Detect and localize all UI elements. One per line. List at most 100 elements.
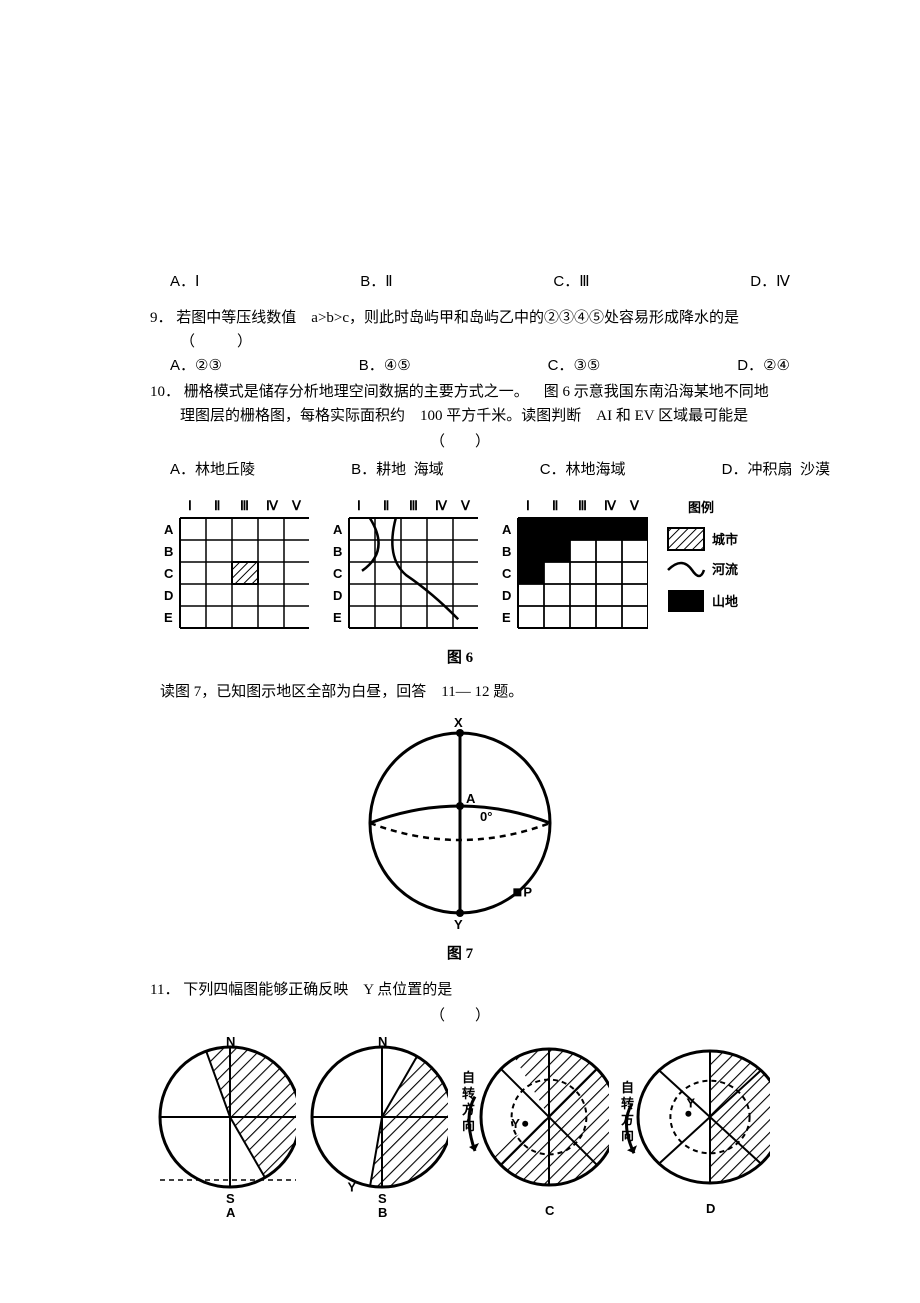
svg-text:P: P: [523, 884, 532, 899]
q9-num: 9．: [150, 310, 173, 326]
svg-text:自: 自: [462, 1070, 475, 1085]
fig7-globe: XA0°PY: [345, 708, 575, 938]
q8-options: A．Ⅰ B．Ⅱ C．Ⅲ D．Ⅳ: [170, 270, 790, 294]
q10-l2a: 理图层的栅格图，每格实际面积约: [180, 408, 405, 424]
svg-text:Ⅴ: Ⅴ: [629, 498, 640, 513]
svg-text:向: 向: [462, 1118, 475, 1133]
q9-options: A．②③ B．④⑤ C．③⑤ D．②④: [170, 354, 790, 378]
svg-text:C: C: [333, 566, 343, 581]
svg-text:Ⅱ: Ⅱ: [383, 498, 389, 513]
svg-text:E: E: [164, 610, 173, 625]
q8-c-text: Ⅲ: [579, 274, 589, 290]
q10-opt-c: C．林地海域: [540, 458, 626, 482]
page: A．Ⅰ B．Ⅱ C．Ⅲ D．Ⅳ 9． 若图中等压线数值 a>b>c，则此时岛屿甲…: [0, 0, 920, 1303]
q10-a-text: 林地丘陵: [195, 462, 255, 478]
svg-text:山地: 山地: [712, 594, 738, 609]
q11-panel-a: NSA: [150, 1032, 296, 1222]
svg-text:自: 自: [621, 1080, 634, 1095]
q9-opt-d: D．②④: [737, 354, 790, 378]
svg-text:B: B: [502, 544, 511, 559]
q10-l1b: 图 6 示意我国东南沿海某地不同地: [544, 384, 769, 400]
q10-opt-b: B．耕地 海域: [351, 458, 444, 482]
q8-opt-b: B．Ⅱ: [360, 270, 392, 294]
svg-text:E: E: [333, 610, 342, 625]
intro7-b: 11— 12 题。: [441, 684, 523, 700]
q8-b-text: Ⅱ: [385, 274, 392, 290]
fig6-grid3: ⅠⅡⅢⅣⅤABCDE: [488, 490, 647, 640]
q11-text-a: 下列四幅图能够正确反映: [183, 982, 348, 998]
intro-11-12: 读图 7，已知图示地区全部为白昼，回答 11— 12 题。: [160, 680, 770, 704]
q10-options: A．林地丘陵 B．耕地 海域 C．林地海域 D．冲积扇 沙漠: [170, 458, 830, 482]
svg-text:B: B: [164, 544, 173, 559]
svg-text:Ⅴ: Ⅴ: [291, 498, 302, 513]
svg-text:S: S: [226, 1191, 235, 1206]
q9-b-text: ④⑤: [384, 358, 411, 374]
q11-num: 11．: [150, 982, 179, 998]
q10-opt-a: A．林地丘陵: [170, 458, 255, 482]
svg-text:A: A: [164, 522, 174, 537]
svg-text:Y: Y: [347, 1180, 356, 1195]
fig7-caption: 图 7: [150, 942, 770, 966]
q9-c-text: ③⑤: [573, 358, 600, 374]
q9-opt-b: B．④⑤: [359, 354, 411, 378]
q11-text-b: Y 点位置的是: [363, 982, 452, 998]
svg-text:转: 转: [462, 1086, 475, 1101]
svg-text:Y: Y: [511, 1116, 520, 1131]
svg-text:Ⅱ: Ⅱ: [214, 498, 220, 513]
svg-text:Ⅳ: Ⅳ: [266, 498, 279, 513]
svg-text:城市: 城市: [712, 532, 738, 547]
q9-paren: （ ）: [180, 330, 770, 354]
q11-panels: NSA YNSB Y自转方向C Y自转方向D: [150, 1032, 770, 1222]
svg-text:Ⅳ: Ⅳ: [435, 498, 448, 513]
svg-text:C: C: [502, 566, 512, 581]
svg-text:Ⅰ: Ⅰ: [526, 498, 530, 513]
q10-d1: 冲积扇: [747, 462, 792, 478]
svg-text:B: B: [378, 1205, 387, 1220]
svg-text:X: X: [454, 715, 463, 730]
svg-text:C: C: [164, 566, 174, 581]
q10-l2c: AI 和 EV 区域最可能是: [596, 408, 748, 424]
q10-b1: 耕地: [376, 462, 406, 478]
svg-text:D: D: [164, 588, 173, 603]
fig6-grid1: Ⅰ Ⅱ Ⅲ ⅣⅤ ABCDE: [150, 490, 309, 640]
q8-opt-d: D．Ⅳ: [750, 270, 790, 294]
q10-paren: （ ）: [150, 430, 770, 454]
svg-text:Ⅰ: Ⅰ: [357, 498, 361, 513]
q11-panel-c: Y自转方向C: [454, 1032, 609, 1222]
svg-text:Ⅰ: Ⅰ: [188, 498, 192, 513]
q10-num: 10．: [150, 384, 180, 400]
q9-text-b: a>b>c，则此时岛屿甲和岛屿乙中的②③④⑤处容易形成降水的是: [311, 310, 739, 326]
q9-d-text: ②④: [763, 358, 790, 374]
q9-opt-a: A．②③: [170, 354, 222, 378]
svg-text:A: A: [502, 522, 512, 537]
q10-l2b: 100 平方千米。读图判断: [420, 408, 581, 424]
svg-text:图例: 图例: [688, 500, 714, 515]
q11-paren: （ ）: [150, 1004, 770, 1028]
svg-text:Ⅴ: Ⅴ: [460, 498, 471, 513]
svg-text:Ⅲ: Ⅲ: [578, 498, 587, 513]
svg-text:方: 方: [621, 1112, 634, 1127]
svg-text:D: D: [333, 588, 342, 603]
svg-text:Y: Y: [686, 1096, 695, 1111]
svg-text:Ⅱ: Ⅱ: [552, 498, 558, 513]
q10-line2: 理图层的栅格图，每格实际面积约 100 平方千米。读图判断 AI 和 EV 区域…: [180, 404, 770, 428]
q9-opt-c: C．③⑤: [548, 354, 601, 378]
svg-text:D: D: [502, 588, 511, 603]
svg-text:E: E: [502, 610, 511, 625]
fig6-caption: 图 6: [150, 646, 770, 670]
q8-d-text: Ⅳ: [776, 274, 790, 290]
q9: 9． 若图中等压线数值 a>b>c，则此时岛屿甲和岛屿乙中的②③④⑤处容易形成降…: [150, 306, 770, 378]
svg-text:D: D: [706, 1201, 715, 1216]
q10-l1a: 栅格模式是储存分析地理空间数据的主要方式之一。: [184, 384, 529, 400]
svg-text:Ⅲ: Ⅲ: [409, 498, 418, 513]
q11-panel-d: Y自转方向D: [615, 1032, 770, 1222]
fig7-wrap: XA0°PY 图 7: [150, 708, 770, 966]
q10-c-text: 林地海域: [566, 462, 626, 478]
svg-text:Ⅲ: Ⅲ: [240, 498, 249, 513]
svg-text:河流: 河流: [712, 562, 738, 577]
svg-text:0°: 0°: [480, 809, 492, 824]
svg-text:A: A: [333, 522, 343, 537]
svg-text:A: A: [226, 1205, 236, 1220]
q10: 10． 栅格模式是储存分析地理空间数据的主要方式之一。 图 6 示意我国东南沿海…: [150, 380, 770, 482]
svg-text:C: C: [545, 1203, 555, 1218]
